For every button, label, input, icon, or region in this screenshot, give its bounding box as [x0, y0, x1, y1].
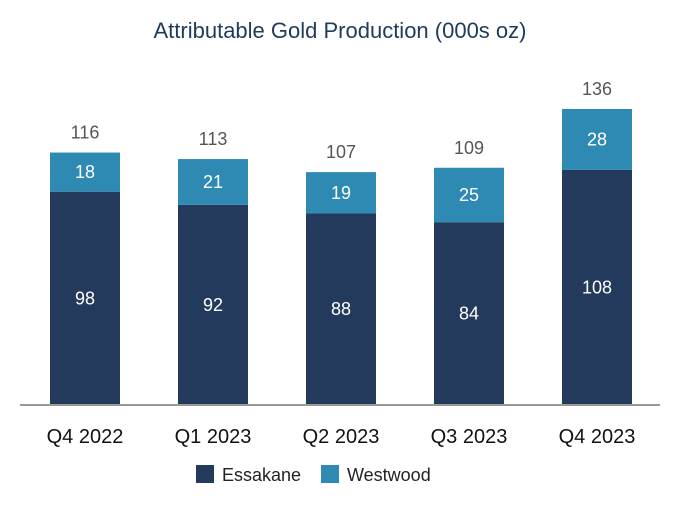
- bar-westwood: [178, 159, 248, 205]
- bars: 98 18 116 92 21 113 88 19 107 84 25 109 108 28 136: [50, 79, 632, 405]
- bar-westwood: [50, 152, 120, 192]
- bar-value-label: 92: [203, 295, 223, 315]
- bar-value-label: 108: [582, 277, 612, 297]
- bar-value-label: 19: [331, 183, 351, 203]
- bar-value-label: 98: [75, 288, 95, 308]
- x-tick-label: Q1 2023: [175, 426, 252, 448]
- legend-label-essakane: Essakane: [222, 465, 301, 485]
- total-label: 107: [326, 142, 356, 162]
- bar-value-label: 28: [587, 129, 607, 149]
- bar-value-label: 21: [203, 172, 223, 192]
- legend-swatch-essakane: [196, 465, 214, 483]
- x-tick-label: Q4 2023: [559, 426, 636, 448]
- x-tick-label: Q2 2023: [303, 426, 380, 448]
- legend-swatch-westwood: [321, 465, 339, 483]
- bar-westwood: [434, 167, 504, 223]
- bar-value-label: 84: [459, 304, 479, 324]
- x-tick-label: Q4 2022: [47, 426, 124, 448]
- legend-label-westwood: Westwood: [347, 465, 431, 485]
- total-label: 113: [199, 129, 228, 149]
- bar-value-label: 88: [331, 299, 351, 319]
- total-label: 116: [71, 123, 100, 143]
- x-tick-labels: Q4 2022 Q1 2023 Q2 2023 Q3 2023 Q4 2023: [47, 426, 636, 448]
- total-label: 109: [454, 138, 484, 158]
- bar-value-label: 25: [459, 185, 479, 205]
- bar-westwood: [306, 172, 376, 214]
- bar-westwood: [562, 109, 632, 170]
- legend: Essakane Westwood: [196, 465, 431, 485]
- bar-essakane: [50, 191, 120, 405]
- total-label: 136: [582, 79, 612, 99]
- bar-value-label: 18: [75, 162, 95, 182]
- bar-essakane: [178, 204, 248, 405]
- bar-essakane: [434, 222, 504, 405]
- bar-essakane: [306, 213, 376, 405]
- bar-essakane: [562, 169, 632, 405]
- x-tick-label: Q3 2023: [431, 426, 508, 448]
- chart-title: Attributable Gold Production (000s oz): [154, 18, 527, 43]
